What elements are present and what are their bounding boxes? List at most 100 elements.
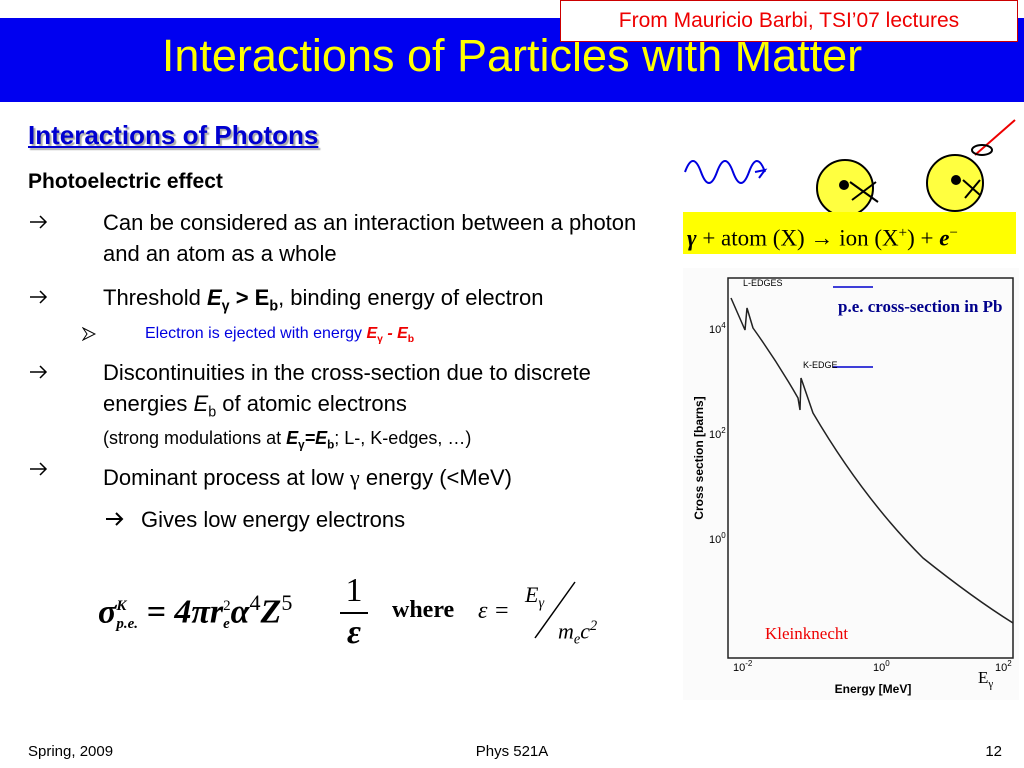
denominator: mec2	[558, 618, 597, 649]
footer-center: Phys 521A	[475, 743, 549, 760]
text: > E	[229, 285, 270, 310]
text: - E	[382, 325, 408, 342]
bullet: Discontinuities in the cross-section due…	[103, 357, 643, 428]
k-edge: K-EDGE	[803, 360, 838, 370]
text: E	[286, 428, 299, 448]
text: σ	[98, 593, 117, 631]
text: 10	[709, 534, 721, 546]
text: Threshold	[103, 285, 207, 310]
text: ε =	[478, 598, 510, 624]
text: 4	[249, 590, 261, 615]
text: γ	[687, 225, 697, 251]
note: (strong modulations at Eγ=Eb; L-, K-edge…	[103, 428, 471, 452]
text: ) +	[907, 225, 934, 251]
slash	[534, 581, 576, 639]
text: = 4πr	[146, 593, 224, 631]
tick-label: 10-2	[733, 659, 753, 674]
tick-label: 100	[709, 531, 726, 546]
text: E	[366, 325, 378, 342]
text: b	[208, 404, 217, 421]
x-symbol: Eγ	[978, 668, 993, 690]
text: α	[230, 593, 250, 631]
text: 10	[995, 662, 1007, 674]
text: E	[525, 582, 539, 607]
text: b	[327, 438, 335, 452]
text: m	[558, 618, 574, 644]
text: γ	[221, 298, 230, 315]
text: 5	[281, 590, 293, 615]
sub-bullet-text: Electron is ejected with energy Eγ - Eb	[145, 325, 414, 345]
photon-diagram	[684, 119, 1016, 217]
text: Dominant process at low	[103, 465, 350, 490]
text: of atomic electrons	[216, 391, 407, 416]
text: c	[580, 618, 591, 644]
text: energy (<MeV)	[359, 465, 512, 490]
bullet-arrows	[30, 215, 48, 476]
tick-label: 102	[995, 659, 1012, 674]
figure-credit: Kleinknecht	[765, 624, 849, 643]
bullet: Threshold Eγ > Eb, binding energy of ele…	[103, 282, 683, 322]
reaction: γ + atom (X) → ion (X+) + e−	[683, 212, 1016, 254]
text: Gives low energy electrons	[141, 507, 406, 532]
text: 2	[590, 618, 598, 634]
text: K	[116, 597, 127, 614]
text: E	[978, 668, 989, 687]
sub-bullet	[82, 327, 96, 341]
tick-label: 100	[873, 659, 890, 674]
text: γ	[988, 678, 994, 691]
x-axis-label: Energy [MeV]	[835, 682, 912, 696]
arrow	[106, 512, 124, 526]
text: 10	[873, 662, 885, 674]
y-ticks: 104 102 100 10-2 100 102	[709, 321, 1012, 674]
text: 1	[345, 572, 363, 609]
y-axis-label: Cross section [barns]	[692, 396, 706, 519]
figure: L-EDGES K-EDGE Cross section [barns] Ene…	[683, 268, 1019, 700]
text: =E	[304, 428, 328, 448]
text: b	[269, 298, 279, 315]
text: γ	[377, 334, 383, 346]
text: e	[939, 225, 950, 251]
text: e	[223, 615, 230, 632]
text: E	[206, 285, 222, 310]
text: γ	[298, 438, 305, 452]
text: 2	[1007, 659, 1012, 668]
text: −	[949, 225, 958, 241]
subheading: Photoelectric effect	[28, 170, 223, 193]
bullet: Dominant process at low γ energy (<MeV)	[103, 462, 512, 493]
text: 0	[721, 531, 726, 540]
text: γ	[350, 465, 360, 490]
text: +	[898, 225, 908, 241]
footer-right: 12	[985, 743, 1002, 760]
text: e	[573, 631, 581, 648]
text: + atom (X) → ion (X	[702, 225, 899, 251]
text: , binding energy of electron	[278, 285, 544, 310]
text: Z	[260, 593, 282, 631]
l-edge: L-EDGES	[743, 278, 783, 288]
text: 0	[885, 659, 890, 668]
text: 2	[223, 597, 231, 614]
text: p.e.	[116, 615, 138, 632]
section-heading: Interactions of Photons	[28, 120, 319, 150]
text: E	[193, 391, 209, 416]
text: (strong modulations at	[103, 428, 287, 448]
text: b	[407, 334, 415, 346]
text: γ	[538, 595, 545, 612]
bullet: Can be considered as an interaction betw…	[103, 207, 678, 269]
numerator: Eγ	[525, 582, 544, 612]
text: 10	[709, 324, 721, 336]
text: 2	[721, 426, 726, 435]
tick-label: 102	[709, 426, 726, 441]
text: 10	[733, 662, 745, 674]
credit: From Mauricio Barbi, TSI’07 lectures	[560, 0, 1018, 42]
text: -2	[745, 659, 753, 668]
tick-label: 104	[709, 321, 726, 336]
text: ; L-, K-edges, …)	[334, 428, 472, 448]
bullet: Gives low energy electrons	[141, 504, 405, 535]
where: where	[392, 597, 455, 623]
text: ε	[347, 614, 361, 651]
figure-label: p.e. cross-section in Pb	[838, 297, 1003, 316]
text: Can be considered as an interaction betw…	[103, 210, 637, 266]
